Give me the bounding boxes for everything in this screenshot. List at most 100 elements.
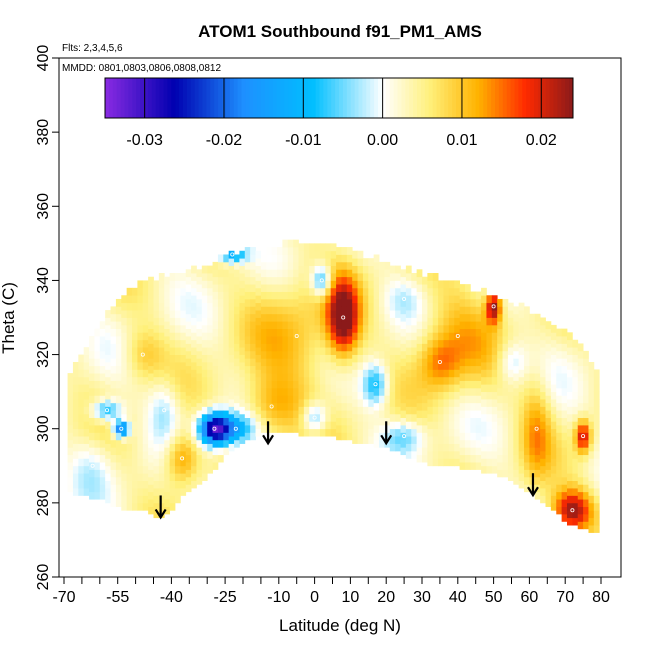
heat-cell (513, 395, 520, 404)
sample-point (570, 508, 575, 513)
heat-cell (99, 447, 106, 456)
heat-cell (491, 361, 498, 370)
heat-cell (443, 399, 450, 407)
heat-cell (180, 421, 187, 430)
heat-cell (330, 354, 337, 363)
heat-cell (196, 395, 203, 404)
heat-cell (427, 347, 434, 355)
heat-cell (309, 384, 315, 393)
heat-cell (577, 387, 584, 396)
heat-cell (191, 399, 197, 407)
heat-cell (518, 399, 525, 407)
heat-cell (389, 310, 396, 318)
heat-cell (379, 343, 385, 352)
heat-cell (572, 391, 579, 400)
heat-cell (67, 476, 74, 485)
heat-cell (550, 376, 557, 385)
heat-cell (153, 465, 160, 474)
heat-cell (191, 347, 197, 355)
colorbar-segment (565, 78, 570, 118)
heat-cell (443, 421, 450, 430)
heat-cell (362, 273, 369, 281)
heat-cell (368, 384, 375, 393)
heat-cell (502, 439, 509, 448)
heat-cell (427, 339, 434, 348)
heat-cell (566, 391, 573, 400)
heat-cell (303, 295, 310, 304)
heat-cell (379, 439, 385, 448)
heat-cell (298, 361, 305, 370)
heat-cell (561, 499, 568, 507)
heat-cell (362, 265, 369, 274)
heat-cell (212, 261, 219, 270)
heat-cell (260, 276, 267, 285)
heat-cell (207, 421, 213, 430)
heat-cell (454, 384, 460, 393)
heat-cell (207, 413, 213, 422)
heat-cell (277, 261, 283, 270)
heat-cell (223, 410, 230, 418)
heat-cell (191, 324, 197, 333)
heat-cell (470, 350, 477, 359)
heat-cell (169, 324, 176, 333)
heat-cell (346, 402, 353, 411)
sample-point (90, 463, 95, 468)
heat-cell (389, 406, 396, 415)
heat-cell (234, 343, 240, 352)
heat-cell (384, 402, 391, 411)
heat-cell (298, 339, 305, 348)
heat-cell (362, 413, 369, 422)
heat-cell (250, 358, 256, 367)
sample-point (437, 359, 442, 364)
heat-cell (561, 447, 568, 456)
heat-cell (105, 332, 111, 341)
heat-cell (395, 384, 401, 393)
heat-cell (287, 261, 294, 270)
heat-cell (153, 436, 160, 444)
heat-cell (282, 254, 289, 263)
heat-cell (266, 358, 273, 367)
heat-cell (438, 421, 444, 430)
colorbar-segment (522, 78, 527, 118)
heat-cell (561, 454, 568, 463)
heat-cell (217, 313, 224, 322)
heat-cell (105, 413, 111, 422)
heat-cell (330, 369, 337, 378)
heat-cell (234, 276, 240, 285)
heat-cell (115, 417, 122, 426)
heat-cell (556, 462, 563, 470)
heat-cell (524, 365, 530, 374)
heat-cell (158, 413, 165, 422)
heat-cell (234, 439, 240, 448)
arrow-marker (380, 421, 393, 446)
heat-cell (137, 384, 144, 393)
sample-point (312, 415, 317, 420)
heat-cell (529, 454, 536, 463)
heat-cell (352, 250, 358, 259)
heat-cell (298, 406, 305, 415)
heat-cell (540, 339, 546, 348)
heat-cell (400, 395, 407, 404)
heat-cell (481, 391, 487, 400)
heat-cell (153, 443, 160, 452)
heat-cell (459, 313, 466, 322)
heat-cell (78, 413, 85, 422)
heat-cell (164, 365, 171, 374)
sample-point (534, 426, 539, 431)
heat-cell (459, 306, 466, 315)
heat-cell (126, 317, 133, 326)
heat-cell (427, 399, 434, 407)
heat-cell (67, 484, 74, 493)
heat-cell (529, 336, 536, 344)
heat-cell (153, 488, 160, 496)
heat-cell (384, 328, 391, 337)
heat-cell (416, 454, 423, 463)
heat-cell (443, 347, 450, 355)
heat-cell (260, 395, 267, 404)
heat-cell (110, 365, 117, 374)
heat-cell (389, 317, 396, 326)
heat-cell (422, 373, 428, 381)
heat-cell (105, 317, 111, 326)
heat-cell (368, 391, 375, 400)
heat-cell (228, 384, 235, 393)
